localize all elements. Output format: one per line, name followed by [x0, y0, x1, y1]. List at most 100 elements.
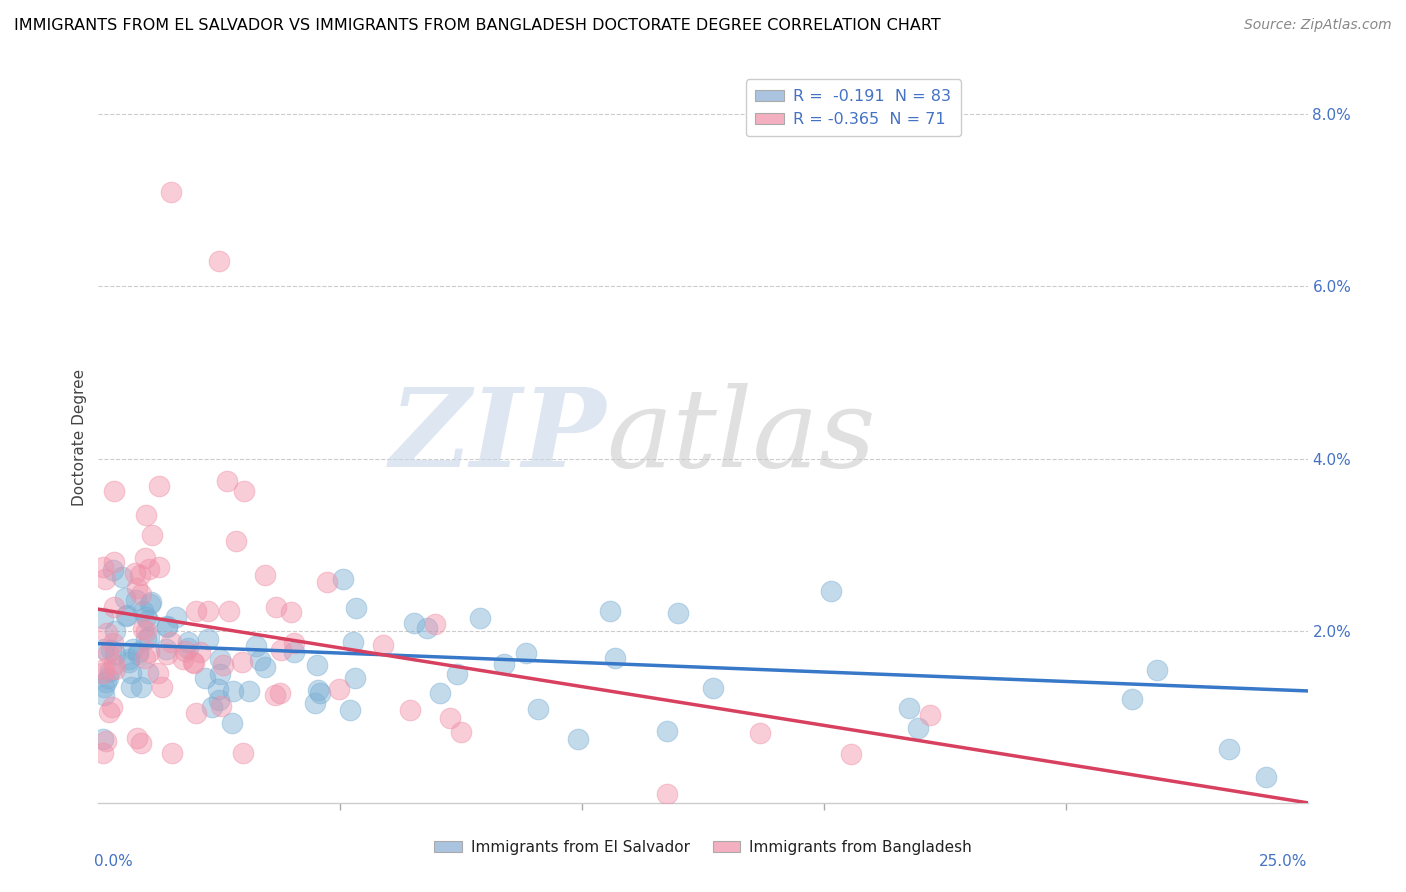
Point	[181, 655, 204, 669]
Point	[118, 652, 141, 666]
Point	[120, 666, 142, 681]
Point	[91, 665, 114, 680]
Point	[907, 721, 929, 735]
Point	[238, 684, 260, 698]
Point	[117, 655, 139, 669]
Point	[221, 716, 243, 731]
Point	[135, 624, 157, 638]
Point	[211, 657, 233, 672]
Point	[138, 561, 160, 575]
Point	[218, 604, 240, 618]
Point	[103, 555, 125, 569]
Point	[97, 671, 120, 685]
Text: 25.0%: 25.0%	[1260, 855, 1308, 870]
Legend: Immigrants from El Salvador, Immigrants from Bangladesh: Immigrants from El Salvador, Immigrants …	[427, 834, 979, 861]
Point	[156, 620, 179, 634]
Point	[115, 609, 138, 624]
Point	[135, 632, 157, 646]
Point	[96, 734, 118, 748]
Point	[657, 787, 679, 801]
Point	[103, 657, 125, 672]
Text: 0.0%: 0.0%	[94, 855, 132, 870]
Point	[283, 645, 305, 659]
Point	[124, 566, 146, 581]
Point	[439, 711, 461, 725]
Point	[100, 700, 122, 714]
Text: IMMIGRANTS FROM EL SALVADOR VS IMMIGRANTS FROM BANGLADESH DOCTORATE DEGREE CORRE: IMMIGRANTS FROM EL SALVADOR VS IMMIGRANT…	[14, 18, 941, 33]
Point	[93, 641, 115, 656]
Point	[232, 746, 254, 760]
Point	[184, 706, 207, 721]
Point	[1254, 770, 1277, 784]
Point	[599, 604, 621, 618]
Point	[91, 611, 114, 625]
Point	[103, 484, 125, 499]
Point	[96, 626, 118, 640]
Point	[134, 551, 156, 566]
Point	[450, 725, 472, 739]
Point	[148, 478, 170, 492]
Point	[201, 700, 224, 714]
Point	[101, 563, 124, 577]
Point	[398, 703, 420, 717]
Point	[233, 483, 256, 498]
Point	[103, 647, 125, 661]
Point	[342, 635, 364, 649]
Point	[104, 662, 127, 676]
Text: atlas: atlas	[606, 384, 876, 491]
Point	[209, 699, 232, 714]
Point	[666, 607, 689, 621]
Point	[121, 641, 143, 656]
Point	[104, 624, 127, 639]
Point	[567, 731, 589, 746]
Point	[103, 599, 125, 614]
Point	[307, 683, 329, 698]
Point	[515, 646, 537, 660]
Point	[139, 595, 162, 609]
Point	[820, 584, 842, 599]
Point	[416, 621, 439, 635]
Point	[1218, 741, 1240, 756]
Point	[308, 686, 330, 700]
Point	[97, 646, 120, 660]
Point	[91, 559, 114, 574]
Point	[1146, 663, 1168, 677]
Point	[225, 534, 247, 549]
Point	[208, 253, 231, 268]
Point	[125, 582, 148, 596]
Point	[165, 610, 187, 624]
Point	[155, 642, 177, 657]
Point	[307, 658, 329, 673]
Point	[173, 644, 195, 658]
Point	[129, 587, 152, 601]
Point	[527, 702, 550, 716]
Point	[136, 665, 159, 680]
Point	[139, 597, 162, 611]
Point	[128, 567, 150, 582]
Point	[127, 647, 149, 661]
Point	[208, 692, 231, 706]
Point	[264, 688, 287, 702]
Point	[111, 570, 134, 584]
Point	[94, 572, 117, 586]
Point	[316, 574, 339, 589]
Point	[304, 696, 326, 710]
Y-axis label: Doctorate Degree: Doctorate Degree	[72, 368, 87, 506]
Point	[96, 674, 118, 689]
Point	[404, 616, 426, 631]
Point	[207, 681, 229, 696]
Point	[492, 657, 515, 672]
Point	[132, 604, 155, 618]
Point	[839, 747, 862, 761]
Point	[127, 731, 149, 745]
Point	[156, 647, 179, 661]
Point	[103, 636, 125, 650]
Point	[125, 593, 148, 607]
Point	[114, 591, 136, 605]
Point	[749, 725, 772, 739]
Point	[93, 662, 115, 676]
Point	[183, 656, 205, 670]
Point	[603, 650, 626, 665]
Point	[344, 600, 367, 615]
Point	[129, 736, 152, 750]
